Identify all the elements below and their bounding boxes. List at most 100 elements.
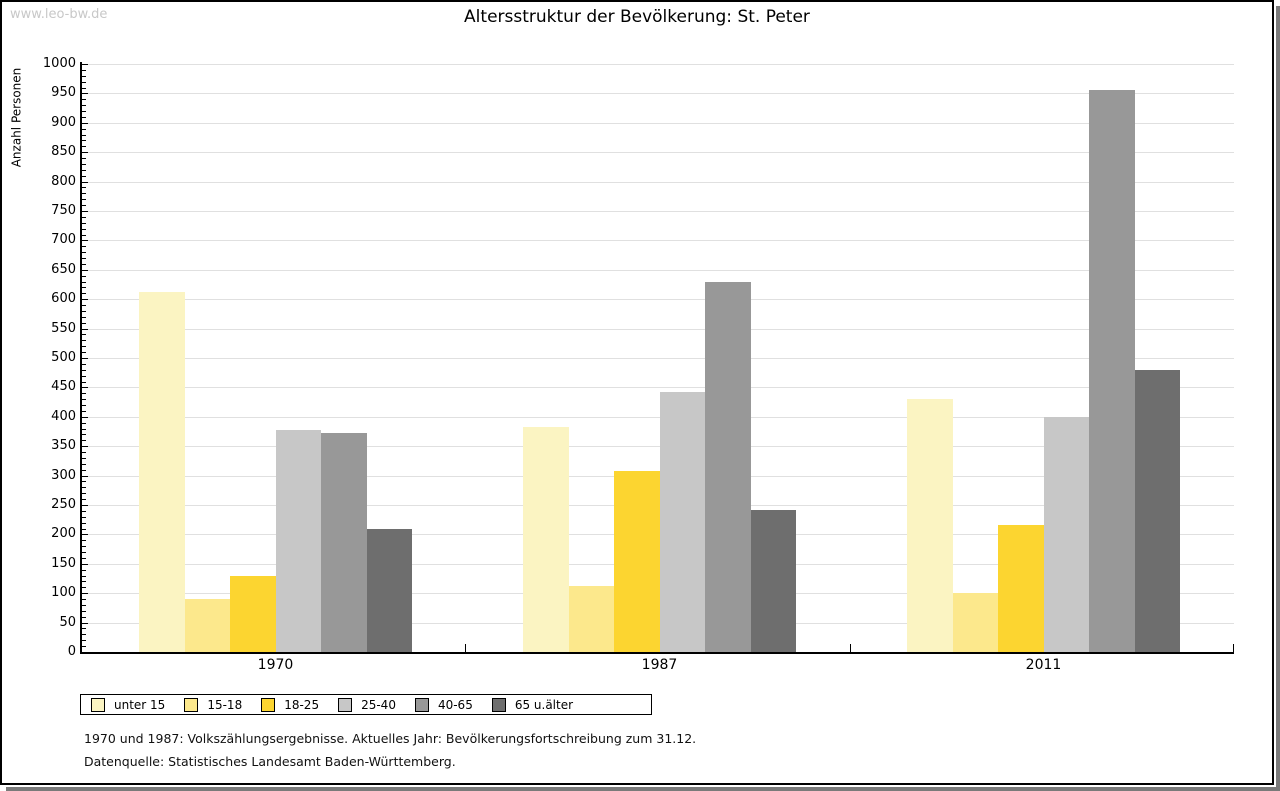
legend-swatch [184, 697, 199, 712]
bar-1987-40-65 [705, 282, 751, 652]
y-tick-label: 250 [51, 497, 76, 512]
y-minor-tick [82, 228, 86, 230]
gridline [82, 328, 1234, 330]
page-shadow-bottom [6, 787, 1280, 791]
y-major-tick [82, 181, 88, 183]
legend-swatch [491, 697, 506, 712]
y-tick-label: 550 [51, 320, 76, 336]
y-minor-tick [82, 134, 86, 136]
y-minor-tick [82, 499, 86, 501]
y-minor-tick [82, 169, 86, 171]
y-minor-tick [82, 111, 86, 113]
legend-label: unter 15 [114, 697, 166, 712]
gridline [82, 416, 1234, 418]
legend-label: 65 u.älter [514, 697, 574, 712]
y-minor-tick [82, 381, 86, 383]
y-major-tick [82, 269, 88, 271]
bar-1987-15-18 [568, 586, 614, 652]
y-tick-label: 700 [51, 232, 76, 248]
legend-item-unter-15: unter 15 [91, 697, 166, 712]
y-major-tick [82, 240, 88, 242]
legend-item-40-65: 40-65 [414, 697, 473, 712]
y-minor-tick [82, 205, 86, 207]
bar-2011-25-40 [1043, 417, 1089, 652]
y-minor-tick [82, 575, 86, 577]
y-minor-tick [82, 646, 86, 648]
y-tick-label: 50 [59, 614, 76, 630]
y-tick-label: 900 [51, 114, 76, 130]
gridline [82, 211, 1234, 212]
y-minor-tick [82, 128, 86, 130]
legend-label: 18-25 [284, 697, 320, 712]
y-axis-line [80, 62, 82, 654]
y-major-tick [82, 387, 88, 389]
y-minor-tick [82, 405, 86, 407]
y-minor-tick [82, 281, 86, 283]
y-minor-tick [82, 363, 86, 365]
y-minor-tick [82, 599, 86, 601]
legend-swatch [338, 697, 353, 712]
y-tick-label: 300 [51, 467, 76, 483]
x-axis-line [80, 652, 1234, 654]
y-minor-tick [82, 305, 86, 307]
x-group-separator-tick [849, 644, 851, 652]
y-major-tick [82, 64, 88, 65]
y-major-tick [82, 416, 88, 418]
y-minor-tick [82, 322, 86, 324]
legend: unter 15 15-18 18-25 25-40 40-65 65 u.älter [80, 694, 652, 715]
y-tick-label: 500 [51, 350, 76, 365]
y-minor-tick [82, 481, 86, 483]
y-minor-tick [82, 516, 86, 518]
y-minor-tick [82, 616, 86, 618]
watermark: www.leo-bw.de [10, 7, 108, 22]
x-axis-label: 1987 [641, 657, 678, 673]
y-minor-tick [82, 199, 86, 201]
y-major-tick [82, 358, 88, 359]
bar-1970-65-u.älter [366, 528, 412, 652]
legend-swatch [261, 697, 276, 712]
y-tick-label: 850 [51, 144, 76, 160]
y-minor-tick [82, 258, 86, 260]
y-minor-tick [82, 457, 86, 459]
y-minor-tick [82, 234, 86, 236]
y-tick-label: 450 [51, 379, 76, 395]
y-minor-tick [82, 463, 86, 465]
y-minor-tick [82, 604, 86, 606]
gridline [82, 446, 1234, 448]
y-minor-tick [82, 340, 86, 342]
y-tick-label: 350 [51, 438, 76, 454]
y-minor-tick [82, 399, 86, 401]
y-minor-tick [82, 140, 86, 142]
y-minor-tick [82, 216, 86, 218]
y-major-tick [82, 505, 88, 506]
y-minor-tick [82, 334, 86, 336]
legend-item-25-40: 25-40 [338, 697, 396, 712]
chart-area: 0 50 100 150 200 250 300 350 400 450 500 550 600 650 7… [2, 2, 1272, 783]
bar-1987-unter-15 [523, 426, 569, 652]
x-axis-end-tick [1233, 644, 1234, 652]
bar-1987-25-40 [659, 391, 705, 652]
legend-label: 40-65 [437, 697, 473, 712]
x-axis-label: 1970 [257, 657, 294, 673]
legend-label: 25-40 [361, 697, 396, 712]
y-minor-tick [82, 346, 86, 348]
gridline [82, 387, 1234, 389]
y-minor-tick [82, 546, 86, 548]
gridline [82, 181, 1234, 183]
y-minor-tick [82, 316, 86, 318]
y-major-tick [82, 93, 88, 95]
y-minor-tick [82, 434, 86, 436]
chart-title: Altersstruktur der Bevölkerung: St. Pete… [464, 7, 810, 27]
gridline [82, 299, 1234, 301]
y-minor-tick [82, 158, 86, 160]
y-minor-tick [82, 581, 86, 583]
y-major-tick [82, 475, 88, 477]
y-minor-tick [82, 275, 86, 277]
y-minor-tick [82, 222, 86, 224]
y-tick-label: 100 [51, 585, 76, 601]
bar-2011-15-18 [952, 593, 998, 652]
y-minor-tick [82, 410, 86, 412]
y-minor-tick [82, 75, 86, 77]
y-minor-tick [82, 310, 86, 312]
